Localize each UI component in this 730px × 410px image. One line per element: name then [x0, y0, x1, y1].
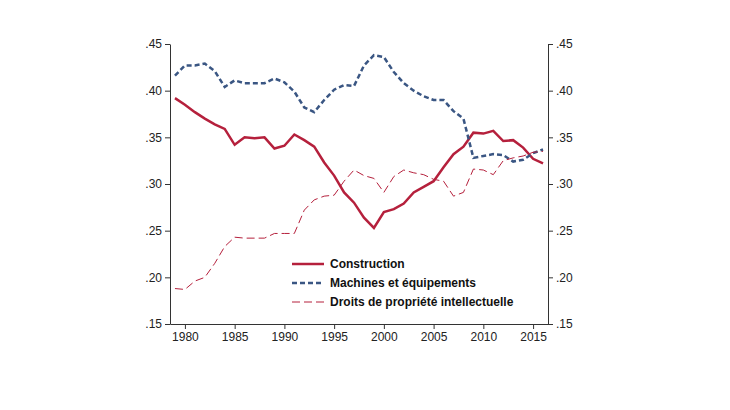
tick: 1990 [272, 324, 299, 344]
tick-label: .30 [145, 177, 162, 191]
tick: .30 [145, 177, 170, 191]
tick-label: .25 [145, 224, 162, 238]
tick-label: 2000 [371, 330, 398, 344]
tick: 1985 [222, 324, 249, 344]
tick-mark [548, 91, 553, 92]
series-line [175, 98, 543, 228]
tick-label: 1980 [172, 330, 199, 344]
tick-label: .45 [145, 37, 162, 51]
legend-swatch [292, 263, 324, 266]
tick: 1995 [321, 324, 348, 344]
tick-label: .40 [145, 84, 162, 98]
tick-mark [334, 324, 335, 329]
legend-label: Droits de propriété intellectuelle [330, 295, 514, 309]
tick-label: 2015 [520, 330, 547, 344]
legend-swatch [292, 302, 324, 303]
tick-mark [185, 324, 186, 329]
tick-label: .25 [556, 224, 573, 238]
tick-label: .20 [556, 271, 573, 285]
tick-label: .15 [145, 317, 162, 331]
chart: 1980 1985 1990 1995 2000 2005 2010 2015 .15 .20 .2… [0, 0, 730, 410]
y-axis-line [170, 45, 171, 325]
tick: .20 [548, 271, 573, 285]
tick-label: .35 [556, 131, 573, 145]
tick-mark [165, 184, 170, 185]
tick-label: 2010 [470, 330, 497, 344]
tick-label: 1995 [321, 330, 348, 344]
legend-label: Machines et équipements [330, 276, 476, 290]
tick-mark [548, 44, 553, 45]
legend: Construction Machines et équipements Droit… [286, 252, 540, 314]
tick: .40 [548, 84, 573, 98]
y-axis: .15 .20 .25 .30 .35 .40 .45 [145, 37, 170, 331]
tick-mark [235, 324, 236, 329]
tick: .45 [145, 37, 170, 51]
tick-mark [434, 324, 435, 329]
tick-mark [548, 184, 553, 185]
tick: .20 [145, 271, 170, 285]
tick-label: .35 [145, 131, 162, 145]
y2-axis: .15 .20 .25 .30 .35 .40 .45 [548, 37, 573, 331]
x-axis: 1980 1985 1990 1995 2000 2005 2010 2015 [171, 324, 549, 344]
tick: .40 [145, 84, 170, 98]
tick: 2000 [371, 324, 398, 344]
tick-label: 1985 [222, 330, 249, 344]
tick-label: 2005 [421, 330, 448, 344]
tick-mark [165, 91, 170, 92]
tick-label: .15 [556, 317, 573, 331]
tick: 2010 [470, 324, 497, 344]
tick-mark [165, 277, 170, 278]
tick: 2005 [421, 324, 448, 344]
tick: 2015 [520, 324, 547, 344]
legend-label: Construction [330, 257, 405, 271]
tick-mark [483, 324, 484, 329]
series-line [175, 55, 543, 161]
tick-label: .40 [556, 84, 573, 98]
tick-mark [548, 277, 553, 278]
tick-mark [533, 324, 534, 329]
tick-label: .30 [556, 177, 573, 191]
tick: .15 [145, 317, 170, 331]
tick-mark [548, 324, 553, 325]
tick-mark [548, 137, 553, 138]
tick: .25 [548, 224, 573, 238]
tick-mark [165, 137, 170, 138]
tick-mark [165, 231, 170, 232]
tick-mark [165, 44, 170, 45]
tick-label: .20 [145, 271, 162, 285]
tick: .25 [145, 224, 170, 238]
tick-mark [165, 324, 170, 325]
tick: .35 [145, 131, 170, 145]
tick: .45 [548, 37, 573, 51]
tick-mark [384, 324, 385, 329]
tick: .30 [548, 177, 573, 191]
tick: .35 [548, 131, 573, 145]
x-axis-line [171, 324, 549, 325]
legend-box [286, 252, 540, 314]
tick-mark [548, 231, 553, 232]
legend-swatch [292, 282, 324, 285]
tick: 1980 [172, 324, 199, 344]
tick-mark [284, 324, 285, 329]
tick-label: 1990 [272, 330, 299, 344]
tick: .15 [548, 317, 573, 331]
tick-label: .45 [556, 37, 573, 51]
